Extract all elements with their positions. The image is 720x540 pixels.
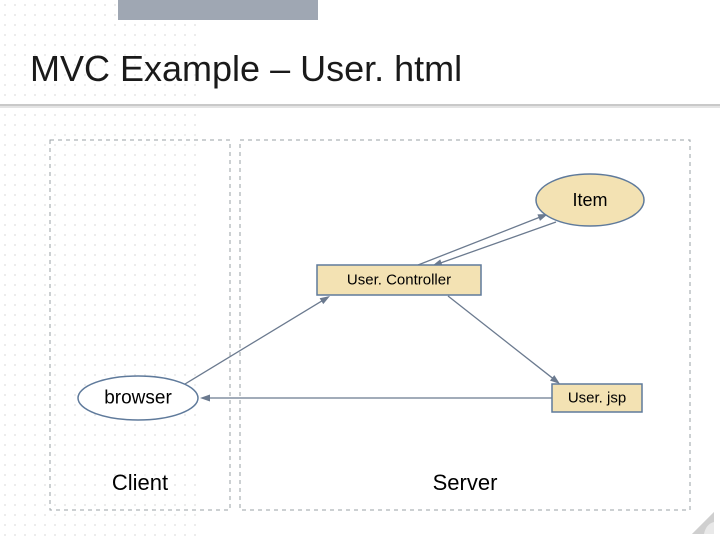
client-region [50,140,230,510]
svg-text:browser: browser [104,388,172,409]
edges-group [185,214,560,402]
svg-text:Item: Item [572,190,607,210]
client-label: Client [112,470,168,495]
item-node: Item [536,174,644,226]
mvc-diagram: Item User. Controller browser User. jsp … [0,0,720,540]
user-jsp-node: User. jsp [552,384,642,412]
svg-text:User. jsp: User. jsp [568,390,626,407]
svg-text:User. Controller: User. Controller [347,272,451,289]
server-label: Server [433,470,498,495]
browser-node: browser [78,376,198,420]
user-controller-node: User. Controller [317,265,481,295]
page-corner-fold-icon [692,512,714,534]
